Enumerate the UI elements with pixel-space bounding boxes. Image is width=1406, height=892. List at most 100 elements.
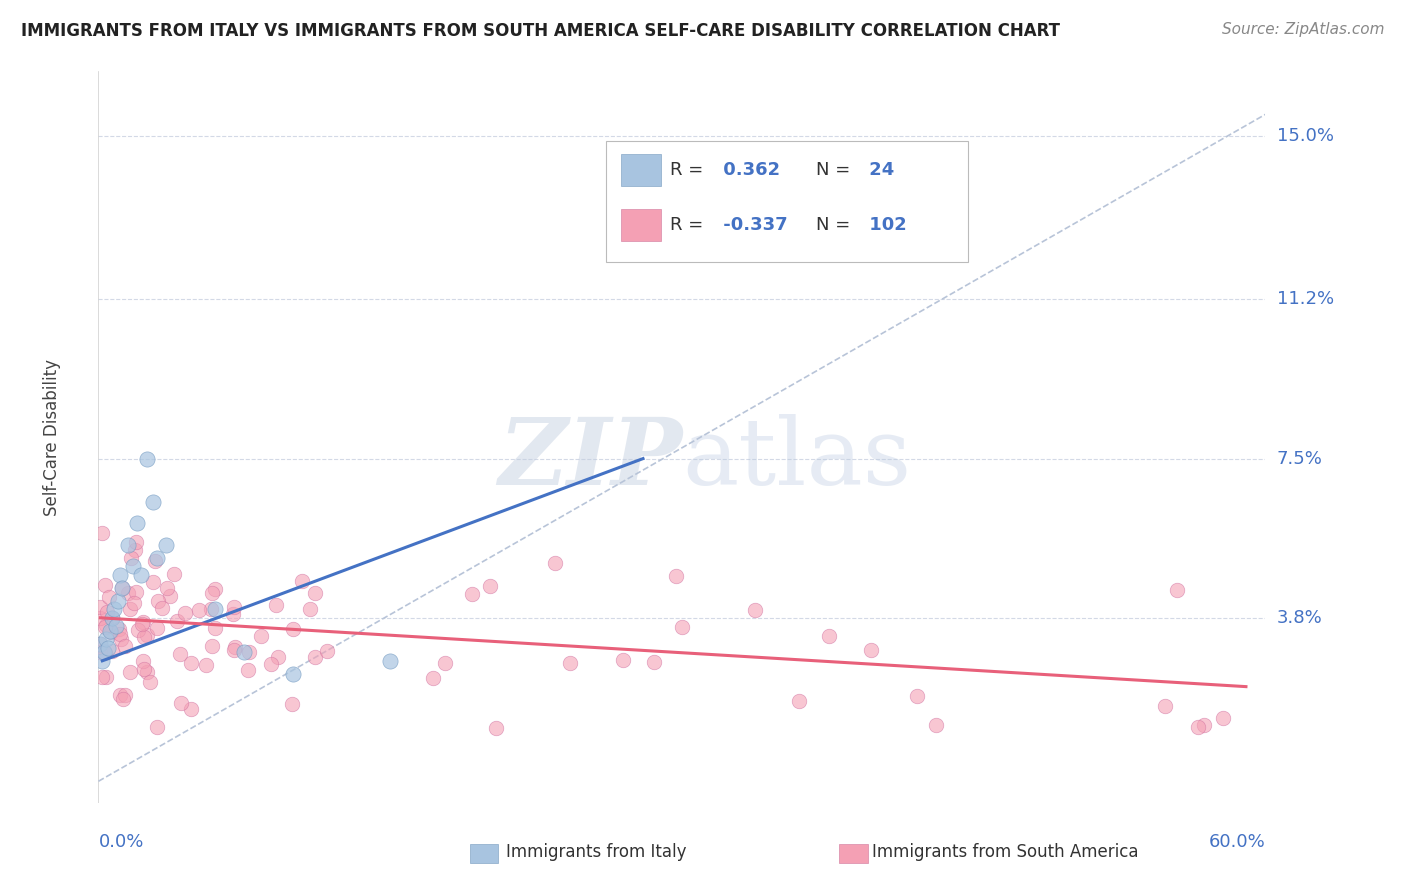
Point (204, 582, 226, 597)
Point (166, 614, 188, 628)
Point (222, 599, 245, 614)
Point (111, 691, 134, 706)
Point (132, 654, 155, 668)
Point (299, 602, 322, 616)
Point (142, 494, 165, 508)
Text: 0.0%: 0.0% (98, 833, 143, 851)
Point (91, 526, 114, 541)
Point (485, 721, 508, 735)
Point (204, 621, 226, 635)
Point (114, 639, 136, 653)
Point (89, 637, 111, 651)
Point (94, 617, 117, 632)
Point (143, 554, 166, 568)
Point (201, 639, 224, 653)
Point (224, 640, 246, 654)
Point (98, 624, 121, 638)
Point (111, 581, 134, 595)
Point (150, 601, 173, 615)
Point (108, 567, 131, 582)
Text: N =: N = (815, 216, 851, 234)
Point (125, 535, 148, 549)
Point (110, 688, 132, 702)
Text: N =: N = (815, 161, 851, 179)
Point (221, 607, 243, 621)
Point (200, 601, 222, 615)
Point (94, 577, 117, 591)
Point (89, 611, 111, 625)
Point (264, 599, 287, 613)
Point (120, 602, 142, 616)
Point (744, 603, 766, 617)
Point (222, 642, 245, 657)
Point (131, 617, 153, 632)
Point (108, 626, 131, 640)
FancyBboxPatch shape (606, 141, 967, 261)
Point (280, 698, 302, 712)
Text: ZIP: ZIP (498, 414, 682, 504)
Point (100, 625, 122, 640)
Point (145, 720, 167, 734)
Point (236, 663, 259, 677)
Point (107, 622, 129, 636)
Point (101, 611, 124, 625)
Point (146, 550, 169, 565)
Point (127, 623, 149, 637)
Point (461, 587, 484, 601)
Point (110, 632, 132, 647)
Point (612, 653, 634, 667)
Text: 15.0%: 15.0% (1277, 127, 1333, 145)
Text: 60.0%: 60.0% (1209, 833, 1265, 851)
Point (544, 556, 567, 570)
Point (111, 581, 134, 595)
Point (187, 603, 209, 617)
Text: R =: R = (671, 161, 703, 179)
Point (174, 606, 197, 620)
Point (114, 689, 136, 703)
Point (135, 665, 157, 679)
Point (89, 637, 111, 651)
Point (136, 451, 159, 466)
Point (859, 643, 882, 657)
Point (266, 650, 288, 665)
Point (201, 586, 224, 600)
FancyBboxPatch shape (621, 154, 661, 186)
Point (671, 619, 693, 633)
Point (96, 632, 118, 647)
Point (94, 646, 117, 660)
Point (643, 655, 665, 669)
Text: 102: 102 (863, 216, 907, 234)
Point (107, 593, 129, 607)
Point (124, 585, 146, 599)
Text: Immigrants from South America: Immigrants from South America (872, 843, 1139, 861)
Point (91, 654, 114, 668)
Text: Self-Care Disability: Self-Care Disability (42, 359, 60, 516)
Text: -0.337: -0.337 (717, 216, 787, 234)
Point (204, 602, 226, 616)
Point (104, 619, 127, 633)
Point (1194, 718, 1216, 732)
Text: Source: ZipAtlas.com: Source: ZipAtlas.com (1222, 22, 1385, 37)
Point (103, 602, 125, 616)
Point (194, 657, 217, 672)
Point (380, 654, 402, 668)
Point (422, 671, 444, 685)
Point (127, 516, 149, 530)
Point (315, 644, 337, 658)
Point (91, 670, 114, 684)
Text: 3.8%: 3.8% (1277, 608, 1322, 627)
Point (122, 559, 145, 574)
Point (155, 581, 177, 595)
Point (1187, 720, 1209, 734)
Point (233, 645, 256, 659)
Point (96, 670, 118, 684)
Point (101, 644, 124, 658)
Point (120, 665, 142, 680)
Text: R =: R = (671, 216, 703, 234)
Point (146, 594, 169, 608)
Point (180, 656, 202, 670)
Point (787, 694, 810, 708)
Point (131, 615, 153, 630)
Point (238, 644, 260, 658)
Point (96, 605, 118, 619)
